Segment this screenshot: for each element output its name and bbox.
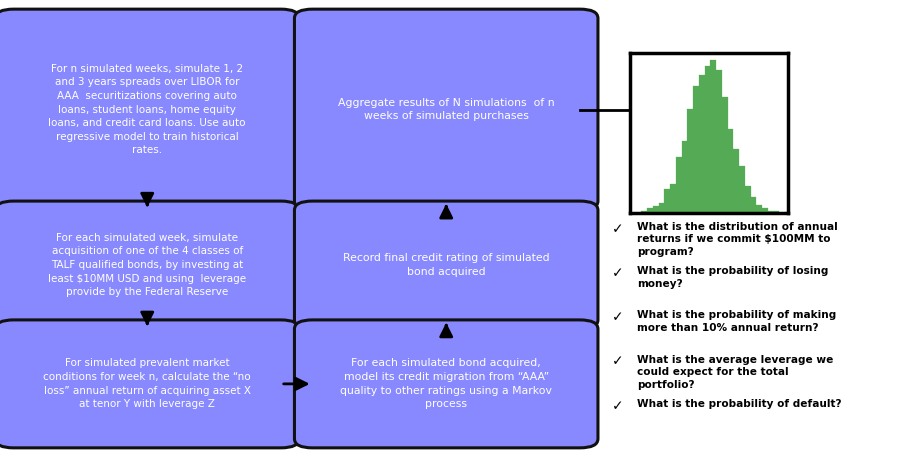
Bar: [728, 129, 733, 213]
Text: Aggregate results of N simulations  of n
weeks of simulated purchases: Aggregate results of N simulations of n …: [338, 98, 554, 122]
Bar: [739, 166, 745, 213]
FancyBboxPatch shape: [294, 201, 598, 329]
Bar: [653, 206, 659, 213]
Text: ✓: ✓: [612, 222, 623, 236]
Bar: [762, 208, 768, 213]
Bar: [705, 66, 710, 213]
FancyBboxPatch shape: [294, 320, 598, 448]
Bar: [699, 75, 705, 213]
Bar: [681, 141, 688, 213]
Bar: [670, 184, 676, 213]
Text: Record final credit rating of simulated
bond acquired: Record final credit rating of simulated …: [342, 253, 550, 277]
Text: ✓: ✓: [612, 310, 623, 324]
FancyBboxPatch shape: [0, 320, 299, 448]
Text: For simulated prevalent market
conditions for week n, calculate the “no
loss” an: For simulated prevalent market condition…: [43, 358, 251, 409]
Bar: [722, 97, 728, 213]
Bar: [757, 205, 762, 213]
Text: What is the distribution of annual
returns if we commit $100MM to
program?: What is the distribution of annual retur…: [637, 222, 838, 257]
Text: What is the probability of making
more than 10% annual return?: What is the probability of making more t…: [637, 310, 836, 333]
Bar: [774, 211, 779, 213]
Text: For n simulated weeks, simulate 1, 2
and 3 years spreads over LIBOR for
AAA  sec: For n simulated weeks, simulate 1, 2 and…: [49, 64, 246, 155]
Bar: [786, 212, 791, 213]
Bar: [716, 70, 722, 213]
FancyBboxPatch shape: [294, 9, 598, 210]
Text: For each simulated week, simulate
acquisition of one of the 4 classes of
TALF qu: For each simulated week, simulate acquis…: [48, 233, 246, 297]
Bar: [693, 86, 699, 213]
Bar: [768, 211, 774, 213]
Text: ✓: ✓: [612, 355, 623, 369]
Bar: [733, 149, 739, 213]
Bar: [659, 203, 664, 213]
FancyBboxPatch shape: [0, 201, 299, 329]
Bar: [710, 60, 716, 213]
Bar: [647, 208, 653, 213]
Text: ✓: ✓: [612, 399, 623, 413]
Text: For each simulated bond acquired,
model its credit migration from “AAA”
quality : For each simulated bond acquired, model …: [341, 358, 552, 409]
Text: What is the average leverage we
could expect for the total
portfolio?: What is the average leverage we could ex…: [637, 355, 834, 390]
Bar: [745, 186, 750, 213]
Bar: [641, 211, 647, 213]
Bar: [676, 157, 681, 213]
Bar: [664, 189, 670, 213]
FancyBboxPatch shape: [0, 9, 299, 210]
Bar: [688, 109, 693, 213]
Text: What is the probability of default?: What is the probability of default?: [637, 399, 842, 409]
Text: What is the probability of losing
money?: What is the probability of losing money?: [637, 266, 828, 289]
Text: ✓: ✓: [612, 266, 623, 280]
Bar: [750, 197, 757, 213]
